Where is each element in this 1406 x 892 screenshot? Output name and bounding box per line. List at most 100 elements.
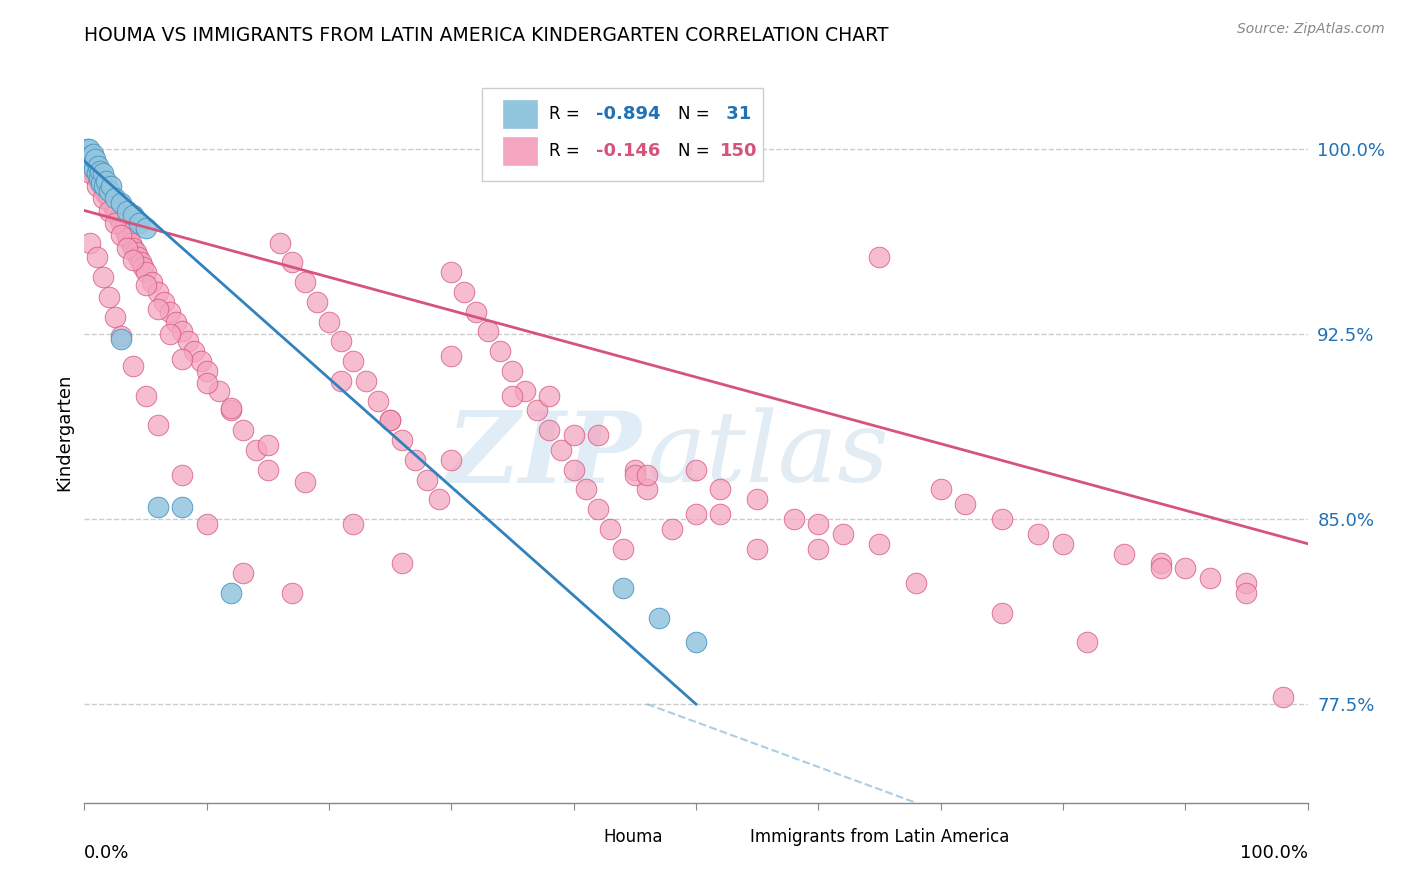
Point [94,186,117,201]
Point [636,483,658,497]
Point [135,265,157,279]
Point [391,557,413,571]
Point [159,326,181,341]
Point [538,388,561,402]
Point [122,252,145,267]
Point [513,384,536,398]
Point [77,142,100,156]
Point [135,388,157,402]
Point [342,516,364,531]
Point [612,581,634,595]
Text: R =: R = [550,105,585,123]
Point [1174,561,1197,575]
Point [79,166,101,180]
Point [294,475,316,489]
Point [91,191,114,205]
Point [195,516,218,531]
Point [104,216,127,230]
Point [132,260,155,275]
Point [747,492,769,507]
Point [526,403,548,417]
Point [1236,586,1258,600]
Point [586,428,609,442]
Point [1150,561,1173,575]
Point [125,245,148,260]
Point [122,209,145,223]
Point [86,251,108,265]
Point [477,325,499,339]
Point [685,507,707,521]
Bar [709,827,738,847]
Point [367,393,389,408]
Point [391,433,413,447]
Point [135,277,157,292]
Point [80,152,103,166]
Point [929,483,952,497]
Point [661,522,683,536]
Point [612,541,634,556]
Point [257,462,280,476]
Point [97,203,120,218]
Point [86,178,108,193]
Point [84,152,107,166]
Point [97,188,120,202]
Point [562,462,585,476]
Point [747,541,769,556]
Point [104,191,127,205]
Point [783,512,806,526]
Point [208,384,231,398]
Point [100,196,122,211]
Y-axis label: Kindergarten: Kindergarten [55,374,73,491]
Point [127,251,149,265]
Point [502,388,524,402]
Point [281,255,304,269]
Point [115,203,138,218]
Point [146,302,169,317]
Point [141,275,163,289]
Point [354,374,377,388]
Point [807,541,830,556]
Point [105,206,128,220]
Point [115,240,138,254]
Point [172,325,194,339]
Point [190,354,212,368]
Point [110,329,132,343]
Point [269,235,291,250]
Point [83,156,105,170]
Point [103,201,125,215]
Point [77,154,100,169]
Point [464,304,486,318]
Point [110,332,132,346]
Text: HOUMA VS IMMIGRANTS FROM LATIN AMERICA KINDERGARTEN CORRELATION CHART: HOUMA VS IMMIGRANTS FROM LATIN AMERICA K… [84,26,889,45]
Point [219,401,242,415]
Point [115,226,138,240]
Point [807,516,830,531]
Point [624,462,647,476]
Point [172,500,194,514]
Point [685,462,707,476]
Text: -0.146: -0.146 [596,143,659,161]
Point [1076,635,1098,649]
Bar [503,100,537,128]
Point [305,294,328,309]
Point [112,220,135,235]
Bar [561,827,592,847]
Point [77,154,100,169]
Point [90,177,112,191]
Point [195,364,218,378]
Point [100,178,122,193]
Point [129,255,152,269]
Point [453,285,475,299]
Point [79,159,101,173]
Point [380,413,402,427]
Point [177,334,200,349]
Point [93,178,115,193]
Point [869,536,891,550]
Point [245,442,267,457]
Point [709,483,731,497]
Point [89,177,111,191]
Point [869,251,891,265]
Point [502,364,524,378]
Point [89,164,111,178]
Point [172,351,194,366]
